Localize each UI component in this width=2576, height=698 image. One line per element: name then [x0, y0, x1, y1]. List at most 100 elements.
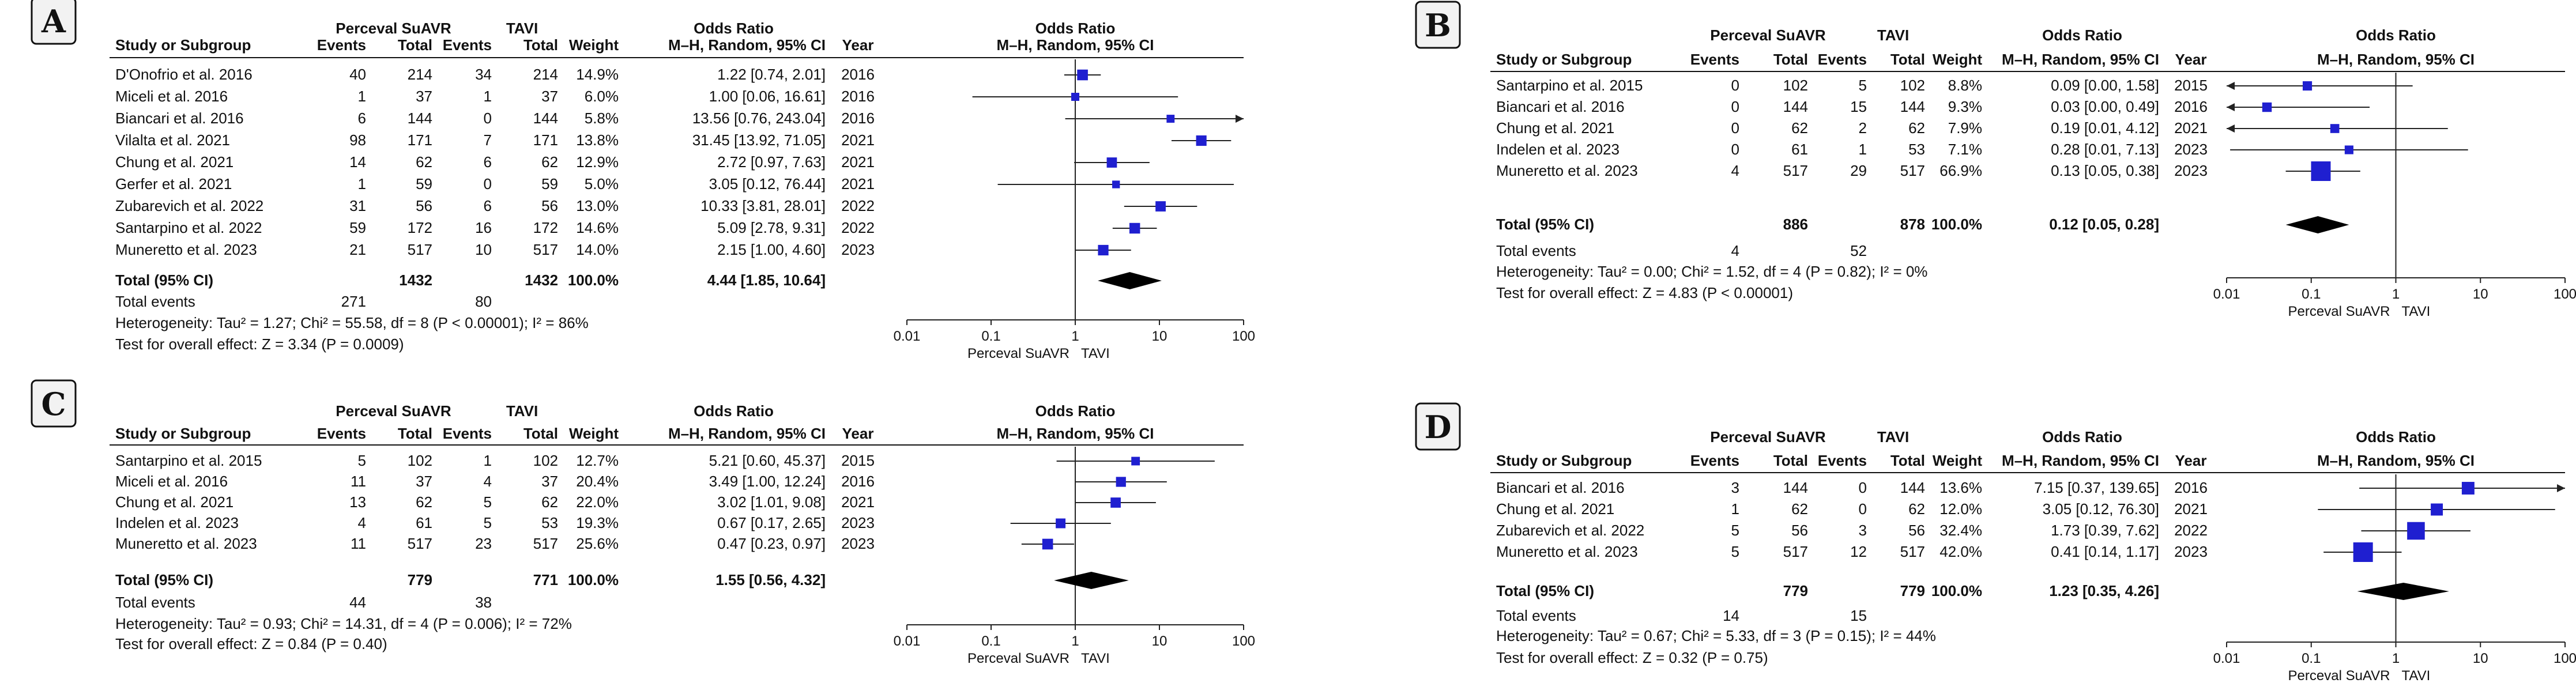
total-events-label: Total events — [115, 594, 195, 611]
point-estimate-square — [1155, 201, 1166, 212]
table-row: D'Onofrio et al. 2016 40 214 34 214 14.9% 1.22… — [115, 66, 875, 83]
weight: 14.9% — [576, 66, 619, 83]
header-study: Study or Subgroup — [1496, 51, 1632, 68]
forest-plot-area: 0.01 0.1 1 10 100 Perceval SuAVR TAVI — [894, 59, 1255, 361]
total-perceval: 37 — [416, 88, 432, 105]
header-or-title: Odds Ratio — [694, 20, 774, 37]
panel-b: B Perceval SuAVR TAVI Odds Ratio Odds Ratio S… — [1415, 1, 2576, 319]
events-perceval: 31 — [349, 197, 366, 214]
total-tavi: 102 — [533, 452, 558, 469]
events-perceval: 13 — [349, 493, 366, 511]
panel-d: D Perceval SuAVR TAVI Odds Ratio Odds Ratio S… — [1415, 402, 2576, 684]
odds-ratio-ci: 5.21 [0.60, 45.37] — [709, 452, 826, 469]
total-events-tavi: 38 — [475, 594, 492, 611]
header-events-perceval: Events — [317, 36, 366, 54]
point-estimate-square — [2431, 503, 2443, 516]
header-events-tavi: Events — [1818, 452, 1867, 469]
point-estimate-square — [1071, 93, 1079, 101]
total-tavi: 37 — [541, 88, 558, 105]
table-row: Santarpino et al. 2022 59 172 16 172 14.6% 5.0… — [115, 219, 875, 236]
year: 2021 — [841, 131, 875, 149]
table-row: Santarpino et al. 2015 0 102 5 102 8.8% 0.09 [… — [1496, 77, 2208, 94]
point-estimate-square — [1077, 69, 1088, 81]
header-or-method: M–H, Random, 95% CI — [668, 36, 826, 54]
table-row: Biancari et al. 2016 6 144 0 144 5.8% 13.56 [0… — [115, 110, 875, 127]
weight: 32.4% — [1939, 522, 1982, 539]
total-weight: 100.0% — [568, 571, 619, 588]
header-events-perceval: Events — [1690, 51, 1739, 68]
events-tavi: 5 — [484, 493, 492, 511]
axis-caption-tavi: TAVI — [2402, 304, 2431, 319]
table-row: Indelen et al. 2023 4 61 5 53 19.3% 0.67 [0.17… — [115, 514, 875, 531]
year: 2021 — [841, 175, 875, 193]
events-perceval: 14 — [349, 153, 366, 171]
events-perceval: 1 — [358, 88, 366, 105]
point-estimate-square — [1056, 518, 1066, 529]
total-events-label: Total events — [1496, 607, 1576, 624]
total-label: Total (95% CI) — [1496, 216, 1594, 233]
events-tavi: 3 — [1859, 522, 1867, 539]
events-perceval: 40 — [349, 66, 366, 83]
weight: 14.6% — [576, 219, 619, 236]
point-estimate-square — [2330, 124, 2340, 133]
total-tavi: 59 — [541, 175, 558, 193]
table-row: Indelen et al. 2023 0 61 1 53 7.1% 0.28 [0.01,… — [1496, 141, 2208, 158]
header-total-perceval: Total — [1773, 452, 1808, 469]
study-marker — [2359, 482, 2565, 495]
events-perceval: 0 — [1731, 77, 1739, 94]
weight: 7.9% — [1948, 119, 1982, 137]
total-tavi: 56 — [541, 197, 558, 214]
events-perceval: 4 — [358, 514, 366, 531]
events-tavi: 0 — [1859, 500, 1867, 518]
header-plot-method: M–H, Random, 95% CI — [2317, 452, 2475, 469]
total-events-label: Total events — [115, 293, 195, 310]
events-perceval: 98 — [349, 131, 366, 149]
point-estimate-square — [1110, 497, 1121, 508]
study-name: Gerfer et al. 2021 — [115, 175, 232, 193]
total-events-tavi: 15 — [1850, 607, 1867, 624]
study-name: Muneretto et al. 2023 — [115, 535, 257, 552]
table-row: Santarpino et al. 2015 5 102 1 102 12.7% 5.21 … — [115, 452, 875, 469]
weight: 12.9% — [576, 153, 619, 171]
point-estimate-square — [2344, 145, 2353, 154]
x-tick-label: 0.1 — [2302, 651, 2321, 666]
table-row: Chung et al. 2021 1 62 0 62 12.0% 3.05 [0.12, … — [1496, 500, 2208, 518]
header-group-perceval: Perceval SuAVR — [336, 402, 451, 420]
events-tavi: 15 — [1850, 98, 1867, 115]
weight: 22.0% — [576, 493, 619, 511]
odds-ratio-ci: 3.49 [1.00, 12.24] — [709, 473, 826, 490]
panel-badge: A — [31, 0, 77, 45]
header-year: Year — [2175, 452, 2207, 469]
study-marker — [1056, 456, 1215, 466]
total-n-tavi: 779 — [1900, 582, 1925, 599]
odds-ratio-ci: 31.45 [13.92, 71.05] — [692, 131, 826, 149]
header-year: Year — [2175, 51, 2207, 68]
total-odds-ratio-ci: 4.44 [1.85, 10.64] — [707, 271, 826, 289]
total-weight: 100.0% — [1931, 582, 1982, 599]
header-or-method: M–H, Random, 95% CI — [668, 425, 826, 442]
weight: 42.0% — [1939, 543, 1982, 560]
x-tick-label: 10 — [2473, 286, 2488, 302]
odds-ratio-ci: 0.13 [0.05, 0.38] — [2051, 162, 2159, 179]
year: 2021 — [841, 493, 875, 511]
study-name: Biancari et al. 2016 — [1496, 479, 1625, 496]
total-label: Total (95% CI) — [1496, 582, 1594, 599]
total-tavi: 62 — [541, 493, 558, 511]
study-name: Biancari et al. 2016 — [1496, 98, 1625, 115]
study-marker — [997, 180, 1234, 188]
forest-plot-area: 0.01 0.1 1 10 100 Perceval SuAVR TAVI — [2213, 474, 2576, 684]
odds-ratio-ci: 0.67 [0.17, 2.65] — [717, 514, 826, 531]
study-marker — [2227, 102, 2370, 112]
header-study: Study or Subgroup — [115, 36, 251, 54]
total-events-tavi: 52 — [1850, 242, 1867, 259]
weight: 19.3% — [576, 514, 619, 531]
header-weight: Weight — [1933, 452, 1983, 469]
odds-ratio-ci: 0.03 [0.00, 0.49] — [2051, 98, 2159, 115]
events-tavi: 5 — [484, 514, 492, 531]
header-weight: Weight — [569, 36, 619, 54]
total-perceval: 59 — [416, 175, 432, 193]
study-marker — [2323, 542, 2402, 562]
study-marker — [1075, 497, 1156, 508]
total-perceval: 61 — [1791, 141, 1808, 158]
header-or-title: Odds Ratio — [2042, 428, 2122, 446]
